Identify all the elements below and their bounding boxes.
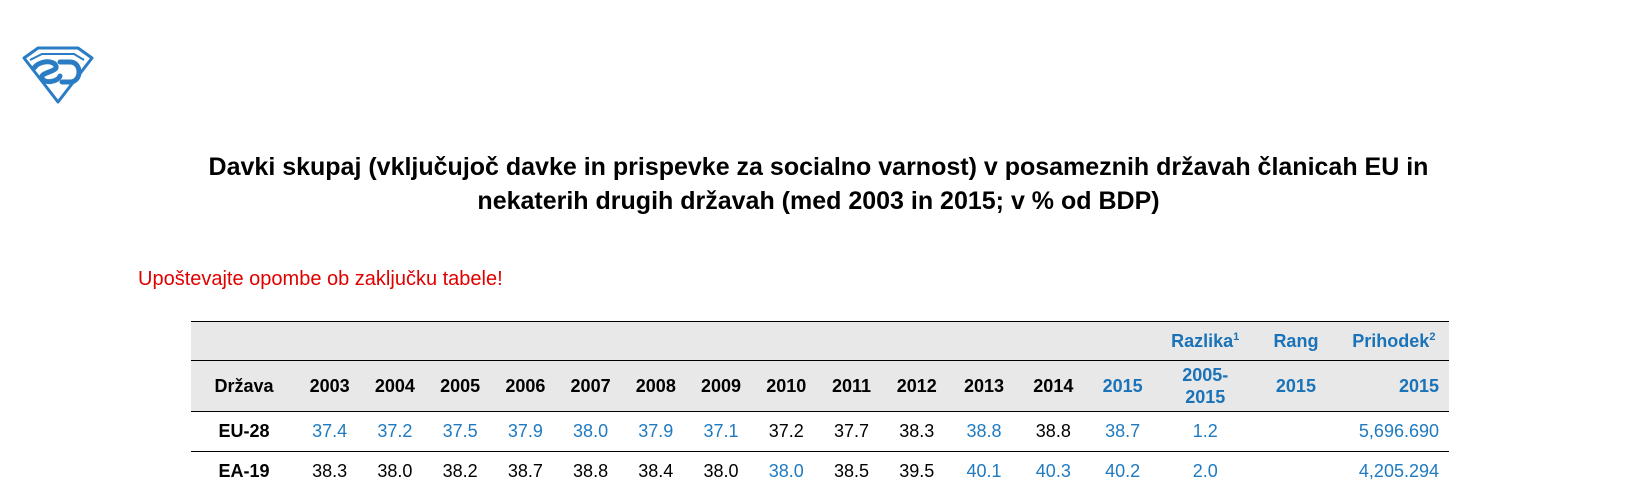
value-cell: 37.5 xyxy=(442,421,478,441)
header-year: 2011 xyxy=(818,360,885,412)
value-cell: 38.2 xyxy=(442,461,478,481)
header-razlika-years: 2005- 2015 xyxy=(1157,360,1254,412)
logo-emblem xyxy=(22,46,94,104)
header-year: 2010 xyxy=(753,360,819,412)
value-cell: 37.9 xyxy=(638,421,674,441)
header-rang: Rang xyxy=(1253,321,1339,361)
value-cell: 38.7 xyxy=(1105,421,1141,441)
value-cell: 38.0 xyxy=(768,461,804,481)
table-body: EU-28 37.4 37.2 37.5 37.9 38.0 37.9 37.1 37.2 37.… xyxy=(191,411,1449,492)
value-cell: 37.2 xyxy=(768,421,804,441)
document-title: Davki skupaj (vključujoč davke in prispe… xyxy=(0,150,1637,218)
header-rang-year: 2015 xyxy=(1253,360,1339,412)
footnote-warning: Upoštevajte opombe ob zaključku tabele! xyxy=(138,268,503,290)
value-cell: 38.8 xyxy=(573,461,609,481)
header-year: 2007 xyxy=(557,360,624,412)
country-cell: EA-19 xyxy=(218,461,270,481)
header-spacer xyxy=(191,321,1158,361)
rang-cell xyxy=(1253,452,1339,492)
header-year: 2014 xyxy=(1018,360,1088,412)
tax-table: Razlika1 Rang Prihodek2 Država 2003 2004… xyxy=(191,321,1449,491)
value-cell: 38.3 xyxy=(899,421,935,441)
header-year: 2003 xyxy=(297,360,363,412)
header-year: 2013 xyxy=(949,360,1019,412)
value-cell: 38.4 xyxy=(638,461,674,481)
header-year: 2009 xyxy=(688,360,754,412)
value-cell: 39.5 xyxy=(899,461,935,481)
prihodek-cell: 5,696.690 xyxy=(1358,421,1439,441)
rang-cell xyxy=(1253,412,1339,452)
header-year: 2004 xyxy=(362,360,428,412)
value-cell: 37.9 xyxy=(507,421,543,441)
header-row-main: Država 2003 2004 2005 2006 2007 2008 200… xyxy=(191,360,1449,412)
value-cell: 37.2 xyxy=(377,421,413,441)
value-cell: 37.4 xyxy=(312,421,348,441)
razlika-cell: 2.0 xyxy=(1192,461,1218,481)
title-line-2: nekaterih drugih državah (med 2003 in 20… xyxy=(477,187,1160,215)
header-year: 2008 xyxy=(623,360,689,412)
value-cell: 37.1 xyxy=(703,421,739,441)
tax-table-container: Razlika1 Rang Prihodek2 Država 2003 2004… xyxy=(191,321,1449,491)
value-cell: 38.8 xyxy=(1035,421,1071,441)
country-cell: EU-28 xyxy=(218,421,270,441)
value-cell: 38.7 xyxy=(507,461,543,481)
value-cell: 38.5 xyxy=(833,461,870,481)
value-cell: 38.0 xyxy=(703,461,739,481)
title-line-1: Davki skupaj (vključujoč davke in prispe… xyxy=(208,153,1429,181)
table-row: EU-28 37.4 37.2 37.5 37.9 38.0 37.9 37.1 37.2 37.… xyxy=(191,411,1449,452)
value-cell: 37.7 xyxy=(833,421,870,441)
header-prihodek-year: 2015 xyxy=(1338,360,1449,412)
header-year: 2006 xyxy=(492,360,558,412)
header-year: 2015 xyxy=(1087,360,1158,412)
value-cell: 38.3 xyxy=(312,461,348,481)
header-drzava: Država xyxy=(191,360,298,412)
header-year: 2005 xyxy=(427,360,493,412)
header-prihodek: Prihodek2 xyxy=(1338,321,1449,361)
value-cell: 38.0 xyxy=(377,461,413,481)
header-razlika: Razlika1 xyxy=(1157,321,1254,361)
header-year: 2012 xyxy=(884,360,950,412)
header-row-top: Razlika1 Rang Prihodek2 xyxy=(191,321,1449,361)
value-cell: 40.1 xyxy=(966,461,1002,481)
value-cell: 40.2 xyxy=(1105,461,1141,481)
value-cell: 38.8 xyxy=(966,421,1002,441)
table-row: EA-19 38.3 38.0 38.2 38.7 38.8 38.4 38.0 38.0 38.… xyxy=(191,451,1449,492)
value-cell: 40.3 xyxy=(1035,461,1071,481)
razlika-cell: 1.2 xyxy=(1192,421,1218,441)
value-cell: 38.0 xyxy=(573,421,609,441)
prihodek-cell: 4,205.294 xyxy=(1358,461,1439,481)
